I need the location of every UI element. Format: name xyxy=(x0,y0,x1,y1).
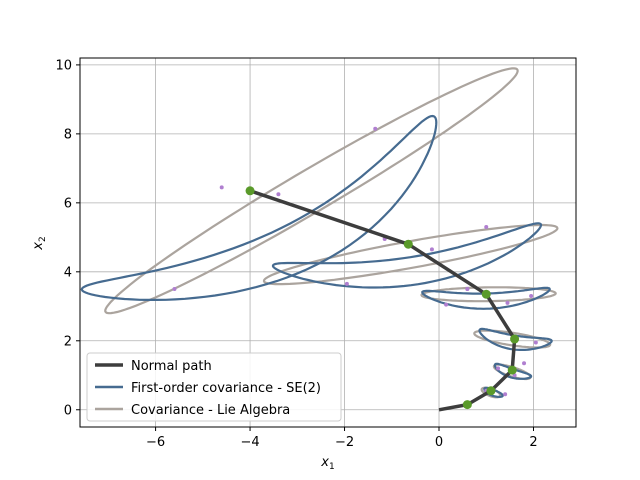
sample-point xyxy=(276,192,281,197)
plot-data xyxy=(80,67,559,412)
y-tick-label: 2 xyxy=(64,334,72,349)
y-tick-label: 4 xyxy=(64,265,72,280)
y-tick-label: 8 xyxy=(64,127,72,142)
sample-point xyxy=(444,302,449,307)
x-axis-label: x1 xyxy=(320,455,334,472)
x-tick-label: −6 xyxy=(146,435,165,450)
lie-algebra-covariance-ellipse xyxy=(262,223,559,286)
y-tick-label: 10 xyxy=(55,58,72,73)
sample-point xyxy=(503,392,508,397)
first-order-covariance-ellipse xyxy=(421,286,551,310)
first-order-covariance-ellipse xyxy=(483,386,504,398)
waypoint-marker xyxy=(510,334,520,344)
normal-path-line xyxy=(249,189,517,412)
lie-algebra-covariance-ellipse xyxy=(420,286,557,303)
sample-point xyxy=(522,361,527,366)
sample-point xyxy=(529,293,534,298)
legend: Normal path First-order covariance - SE(… xyxy=(86,352,342,422)
sample-point xyxy=(465,287,470,292)
waypoint-marker xyxy=(462,400,472,410)
waypoint-marker xyxy=(481,289,491,299)
waypoint-marker xyxy=(245,186,255,196)
legend-label-normal-path: Normal path xyxy=(131,359,212,374)
sample-point xyxy=(373,126,378,131)
sample-point xyxy=(496,366,501,371)
y-tick-label: 0 xyxy=(64,403,72,418)
axis-ticks: −6 −4 −2 0 2 0 2 4 6 8 10 xyxy=(55,58,537,450)
x-tick-label: −2 xyxy=(335,435,354,450)
x-tick-label: −4 xyxy=(240,435,259,450)
sample-point xyxy=(344,281,349,286)
y-axis-label: x2 xyxy=(31,236,48,250)
x-tick-label: 0 xyxy=(435,435,443,450)
sample-point xyxy=(219,185,224,190)
legend-box xyxy=(86,352,342,422)
sample-point xyxy=(505,300,510,305)
waypoint-marker xyxy=(486,386,496,396)
x-tick-label: 2 xyxy=(529,435,537,450)
sample-point xyxy=(429,247,434,252)
axes-frame xyxy=(79,57,577,428)
waypoint-marker xyxy=(507,365,517,375)
first-order-covariance-ellipse xyxy=(80,114,438,301)
lie-algebra-covariance-ellipse xyxy=(104,67,519,315)
sample-point xyxy=(484,224,489,229)
first-order-covariance-ellipse xyxy=(493,362,533,380)
legend-label-lie-algebra: Covariance - Lie Algebra xyxy=(131,403,290,418)
waypoint-marker xyxy=(403,239,413,249)
first-order-covariance-ellipse xyxy=(271,222,543,289)
sample-point xyxy=(172,287,177,292)
first-order-covariance-ellipse xyxy=(478,327,553,351)
y-tick-label: 6 xyxy=(64,196,72,211)
sample-point xyxy=(533,340,538,345)
legend-label-first-order: First-order covariance - SE(2) xyxy=(131,381,321,396)
